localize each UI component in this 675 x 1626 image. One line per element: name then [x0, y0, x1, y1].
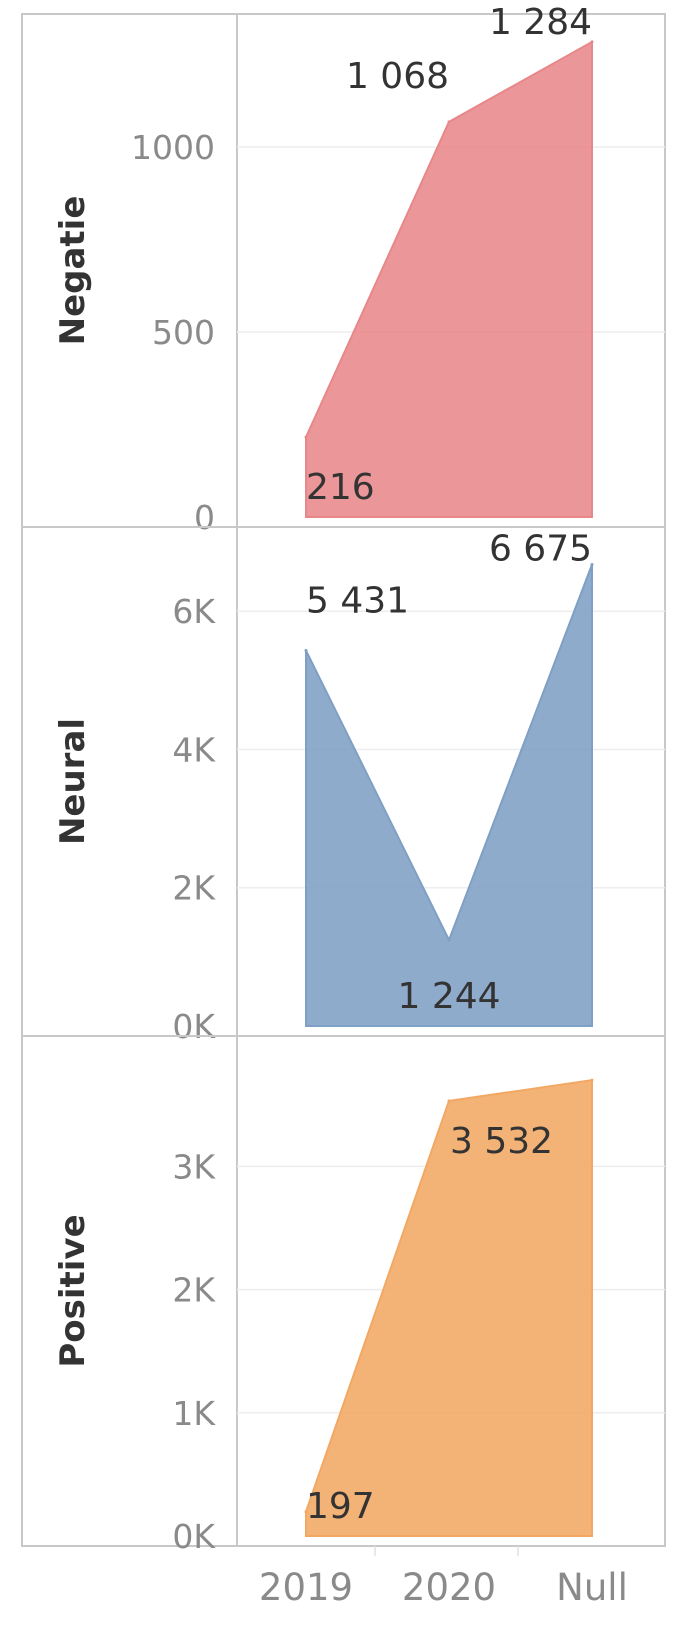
- panel-negatie-area: [305, 40, 593, 518]
- panel-negatie-ytick-1: 500: [152, 313, 215, 352]
- panel-negatie-row-label: Negatie: [53, 196, 93, 346]
- x-tick-label-2: Null: [556, 1566, 628, 1609]
- chart-frame: [21, 13, 666, 1547]
- panel-positive-ytick-0: 0K: [172, 1517, 216, 1556]
- panel-neural-ytick-1: 2K: [172, 869, 216, 908]
- panel-neural-data-label-1: 1 244: [397, 976, 500, 1017]
- panel-positive-data-label-0: 197: [306, 1486, 375, 1527]
- panel-negatie-ytick-0: 0: [194, 498, 215, 537]
- panel-positive-ytick-1: 1K: [172, 1394, 216, 1433]
- panel-neural-point-2: [590, 563, 594, 567]
- panel-neural-data-label-0: 5 431: [306, 581, 409, 622]
- panel-negatie-data-label-0: 216: [306, 467, 375, 508]
- x-tick-label-0: 2019: [259, 1566, 353, 1609]
- panel-positive-point-2: [590, 1078, 594, 1082]
- panel-positive-data-label-1: 3 532: [450, 1121, 553, 1162]
- panel-positive-ytick-3: 3K: [172, 1147, 216, 1186]
- panel-neural-ytick-3: 6K: [172, 592, 216, 631]
- panel-neural-ytick-0: 0K: [172, 1007, 216, 1046]
- panel-positive-point-1: [447, 1099, 451, 1103]
- panel-negatie-point-1: [447, 120, 451, 124]
- x-tick-label-1: 2020: [402, 1566, 496, 1609]
- panel-neural-data-label-2: 6 675: [489, 529, 592, 570]
- panel-positive-row-label: Positive: [53, 1214, 93, 1367]
- panel-positive-point-0: [304, 1510, 308, 1514]
- panel-neural-point-0: [304, 649, 308, 653]
- panel-neural-point-1: [447, 938, 451, 942]
- panel-neural-row-label: Neural: [53, 718, 93, 845]
- panel-positive-ytick-2: 2K: [172, 1271, 216, 1310]
- panel-negatie-data-label-1: 1 068: [346, 56, 449, 97]
- panel-positive-area: [305, 1079, 593, 1537]
- panel-neural-ytick-2: 4K: [172, 730, 216, 769]
- panel-negatie-point-2: [590, 40, 594, 44]
- panel-negatie-point-0: [304, 435, 308, 439]
- panel-neural-area: [305, 564, 593, 1027]
- panel-negatie-data-label-2: 1 284: [489, 2, 592, 43]
- panel-negatie-ytick-2: 1000: [131, 128, 215, 167]
